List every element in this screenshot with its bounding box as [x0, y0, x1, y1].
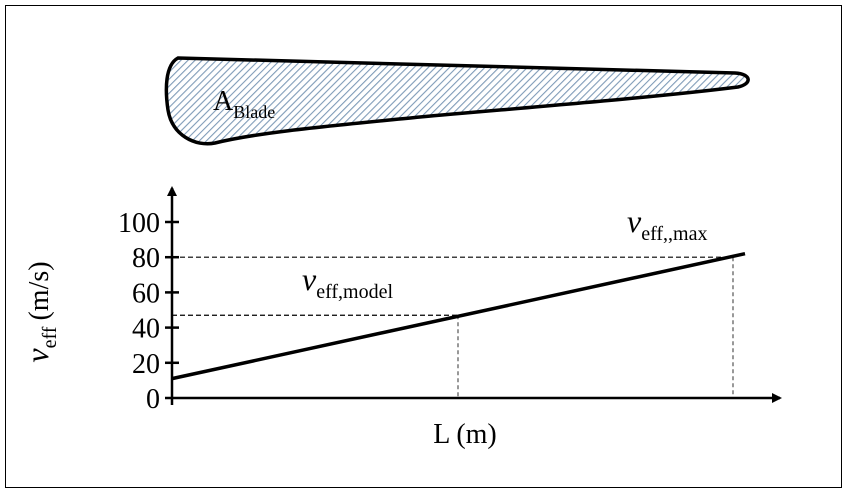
y-tick-label: 0 — [146, 384, 160, 415]
y-tick-label: 80 — [132, 243, 160, 274]
y-label-unit: (m/s) — [24, 261, 55, 320]
annotation-symbol: v — [302, 261, 317, 297]
annotation-sub: eff,model — [316, 281, 393, 303]
y-tick-label: 40 — [132, 314, 160, 345]
y-tick-label: 100 — [118, 208, 160, 239]
y-label-symbol: v — [19, 348, 55, 363]
y-label-sub: eff — [39, 326, 61, 348]
x-axis-label: L (m) — [433, 419, 497, 450]
blade — [164, 56, 750, 146]
frame — [5, 5, 842, 488]
annotation-label: veff,,max — [627, 203, 707, 245]
line — [171, 251, 746, 381]
y-tick-label: 20 — [132, 349, 160, 380]
annotation-label: veff,model — [302, 261, 393, 303]
annotation-sub: eff,,max — [641, 223, 707, 245]
annotation-symbol: v — [627, 203, 642, 239]
y-tick-label: 60 — [132, 278, 160, 309]
blade-label-main: A — [213, 86, 234, 117]
y-axis-label: veff (m/s) — [19, 261, 61, 362]
blade-label: ABlade — [213, 86, 275, 122]
blade-label-sub: Blade — [233, 102, 275, 122]
